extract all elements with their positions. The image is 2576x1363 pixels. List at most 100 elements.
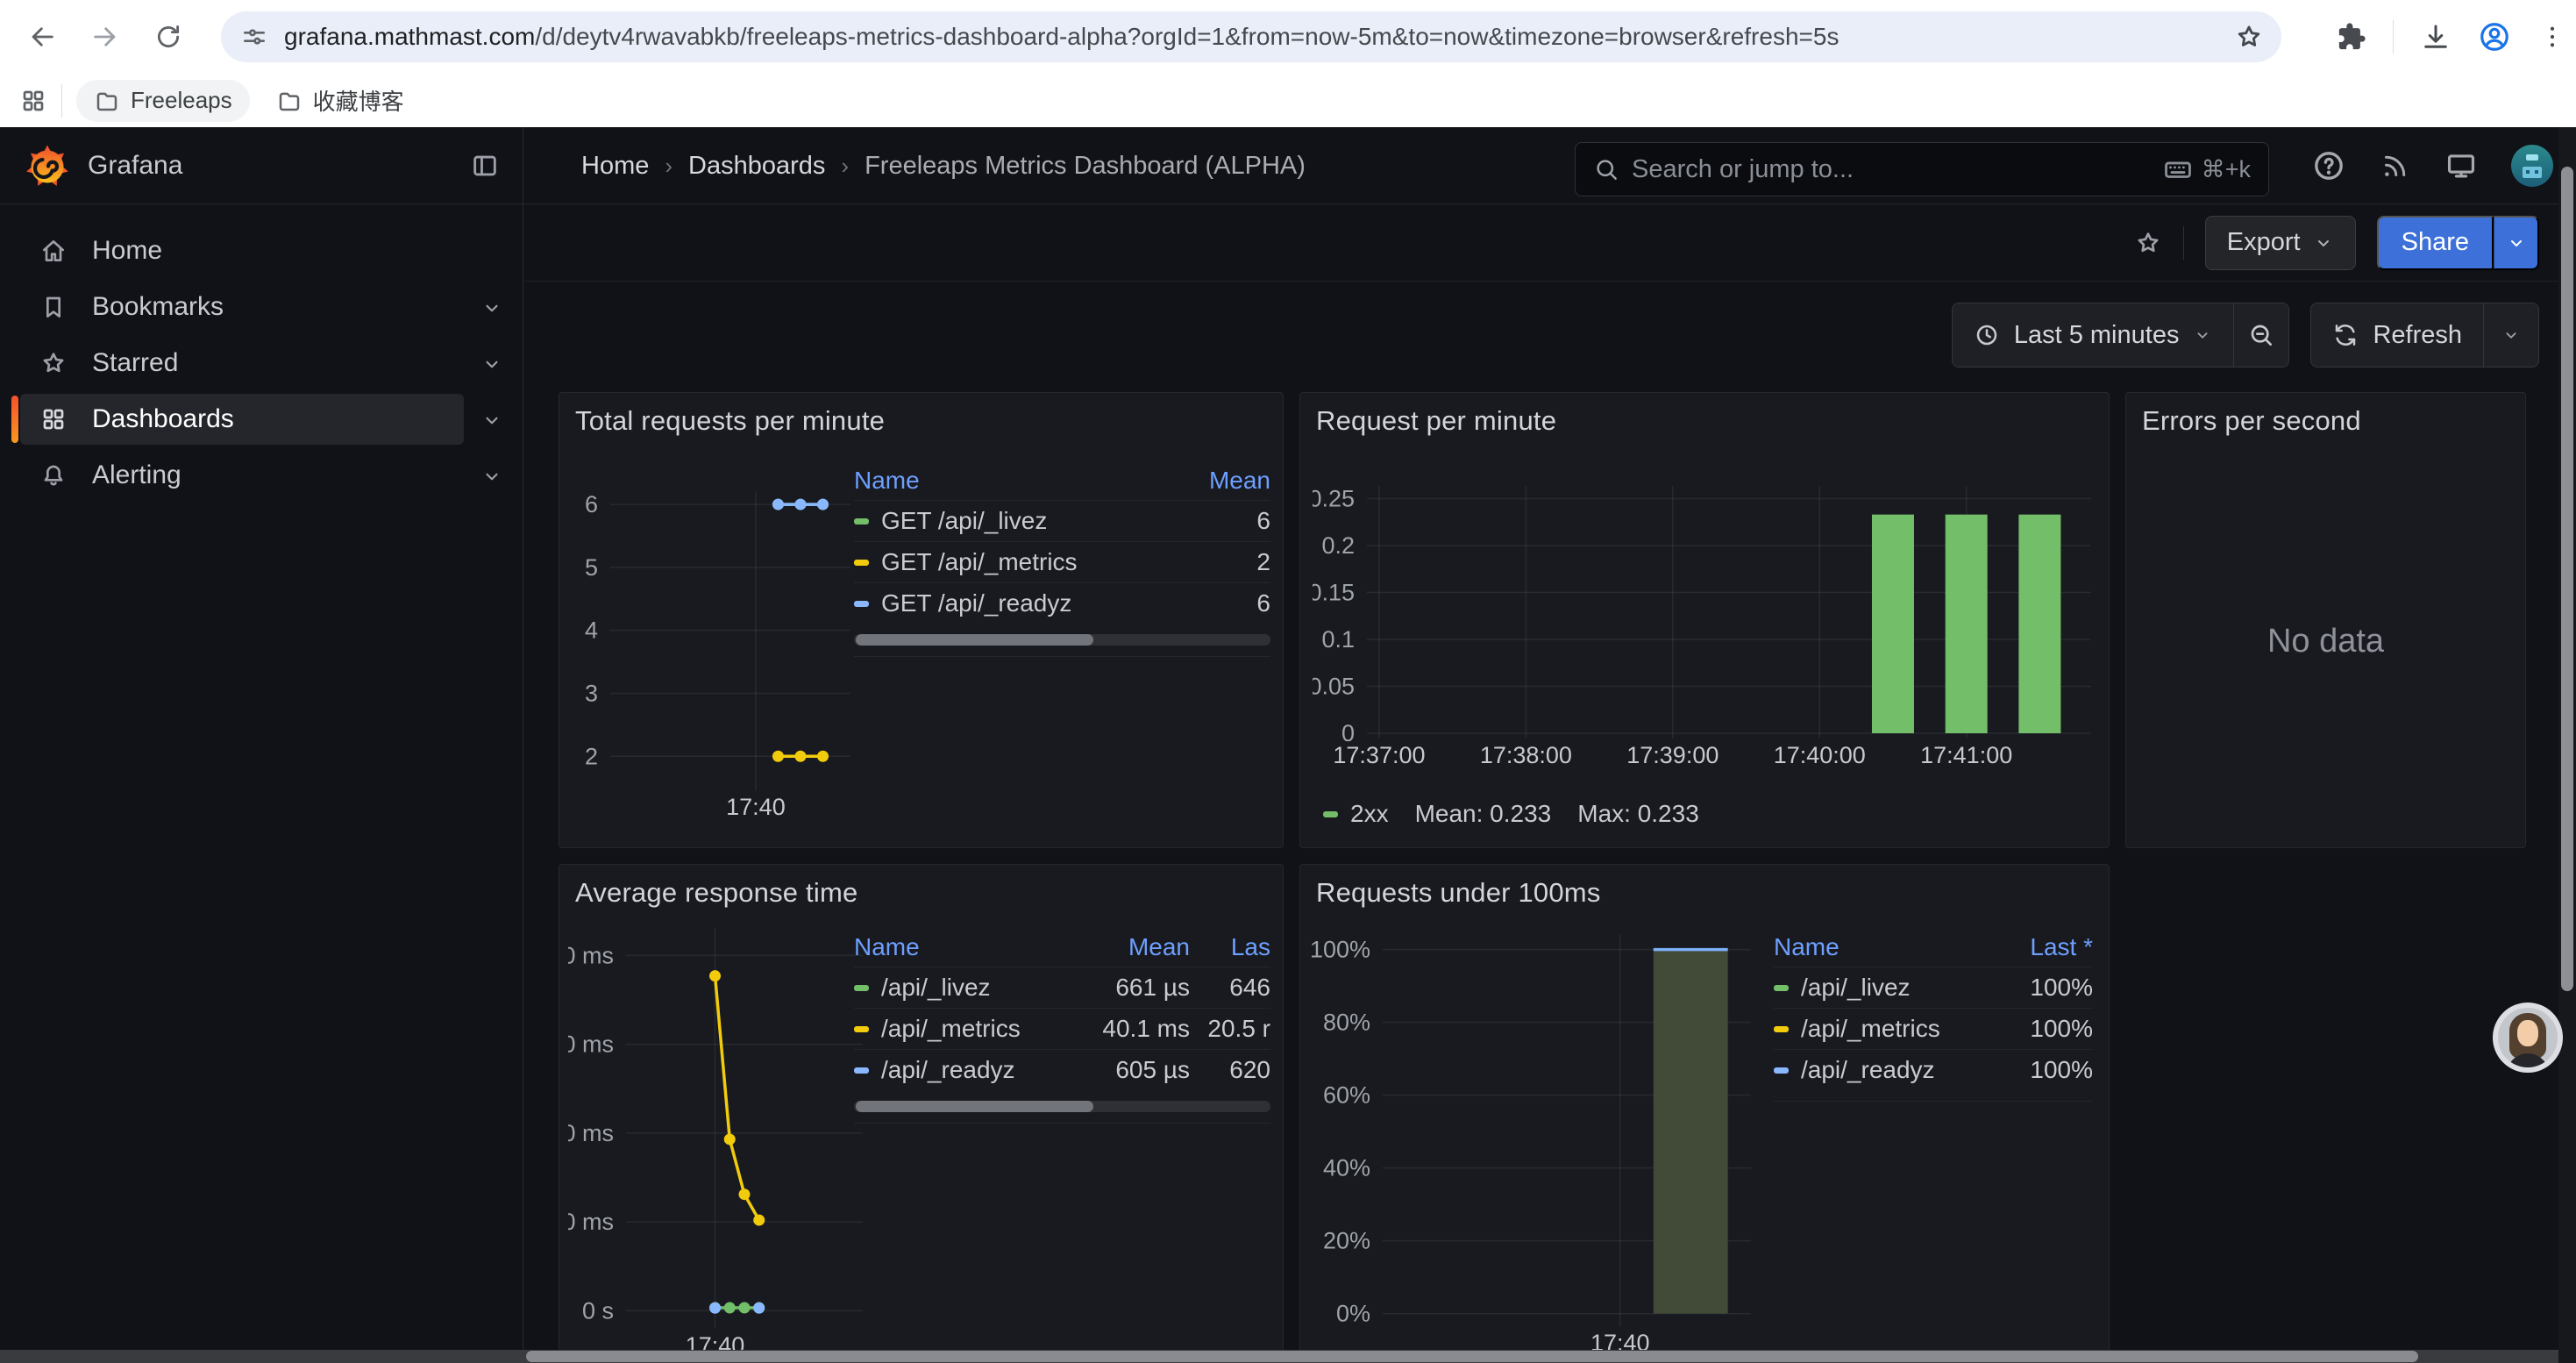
svg-text:40 ms: 40 ms [568,1120,614,1146]
browser-menu-icon[interactable] [2537,22,2567,52]
site-info-icon[interactable] [240,23,268,51]
refresh-interval-button[interactable] [2484,303,2538,367]
help-icon[interactable] [2311,148,2346,183]
legend-scrollbar[interactable] [854,634,1270,646]
panel-average-response-time: Average response time 80 ms 60 ms 40 ms 20 … [549,864,1284,1363]
chevron-down-icon[interactable] [480,465,503,488]
back-icon[interactable] [18,12,67,61]
series-value: 40.1 ms [1102,1015,1190,1042]
horizontal-scrollbar[interactable] [0,1350,2558,1363]
breadcrumb-home[interactable]: Home [581,151,650,180]
sidebar-item-home[interactable]: Home [20,225,464,276]
legend-inline[interactable]: 2xx Mean: 0.233 Max: 0.233 [1323,800,1699,828]
bookmark-item[interactable]: Freeleaps [76,79,250,122]
sidebar-item-alerting[interactable]: Alerting [20,450,464,501]
user-avatar[interactable] [2511,145,2553,187]
panel-total-requests-per-minute: Total requests per minute 6 5 4 3 2 17:40 Nam… [559,392,1284,848]
legend-column-header[interactable]: Last * [2030,933,2093,960]
apps-icon[interactable] [19,87,47,115]
vertical-scrollbar[interactable] [2558,127,2576,1363]
svg-text:17:39:00: 17:39:00 [1626,742,1719,768]
chart-request-per-minute[interactable]: 0.25 0.2 0.15 0.1 0.05 0 17:37:00 17:38:00 17:39… [1308,477,2096,797]
panel-title[interactable]: Request per minute [1316,405,1557,436]
chevron-down-icon [2506,232,2527,253]
panel-title[interactable]: Errors per second [2142,405,2361,436]
series-name[interactable]: /api/_readyz [1801,1056,1935,1083]
series-color-swatch [854,517,869,525]
legend-column-header[interactable]: Name [854,933,920,960]
legend-row[interactable]: /api/_livez 100% [1774,967,2093,1008]
sidebar-item-label: Alerting [92,460,181,489]
chevron-down-icon[interactable] [480,296,503,319]
series-color-swatch [1774,984,1789,991]
reload-icon[interactable] [144,12,193,61]
series-name[interactable]: /api/_livez [881,974,991,1001]
legend-column-header[interactable]: Name [854,467,920,494]
legend-column-header[interactable]: Mean [1128,933,1190,960]
series-name[interactable]: /api/_livez [1801,974,1911,1001]
chevron-down-icon [2313,232,2334,253]
search-icon [1593,156,1619,182]
series-name[interactable]: GET /api/_livez [881,507,1048,534]
sidebar-item-label: Starred [92,348,179,377]
favorite-star-icon[interactable] [2134,229,2162,257]
panel-title[interactable]: Requests under 100ms [1316,877,1601,908]
assistant-avatar[interactable] [2493,1003,2563,1073]
refresh-button[interactable]: Refresh [2311,303,2483,367]
grafana-logo-icon[interactable] [25,143,70,189]
series-name[interactable]: /api/_readyz [881,1056,1015,1083]
share-button[interactable]: Share [2376,215,2494,270]
bookmark-item[interactable]: 收藏博客 [259,80,422,122]
breadcrumb-dashboards[interactable]: Dashboards [688,151,826,180]
legend-row[interactable]: GET /api/_livez 6 [854,500,1270,541]
sidebar-item-bookmarks[interactable]: Bookmarks [20,282,464,332]
legend-column-header[interactable]: Name [1774,933,1839,960]
series-name[interactable]: /api/_metrics [881,1015,1021,1042]
address-bar[interactable]: grafana.mathmast.com/d/deytv4rwavabkb/fr… [221,11,2281,62]
svg-text:17:41:00: 17:41:00 [1920,742,2012,768]
legend-row[interactable]: /api/_livez 661 µs 646 [854,967,1270,1008]
legend-row[interactable]: GET /api/_metrics 2 [854,541,1270,582]
downloads-icon[interactable] [2420,21,2451,53]
chevron-down-icon[interactable] [480,409,503,432]
legend-row[interactable]: /api/_readyz 100% [1774,1049,2093,1090]
sidebar-item-dashboards[interactable]: Dashboards [11,394,464,445]
bookmark-star-icon[interactable] [2234,22,2264,52]
chart-requests-under-100ms[interactable]: 100% 80% 60% 40% 20% 0% 17:40 [1309,921,1765,1363]
panel-title[interactable]: Total requests per minute [575,405,886,436]
legend-row[interactable]: /api/_readyz 605 µs 620 [854,1049,1270,1090]
legend-row[interactable]: /api/_metrics 100% [1774,1008,2093,1049]
series-name[interactable]: GET /api/_metrics [881,548,1078,575]
svg-text:20%: 20% [1323,1228,1370,1254]
legend-column-header[interactable]: Mean [1208,467,1270,494]
series-name[interactable]: /api/_metrics [1801,1015,1940,1042]
sidebar-toggle-icon[interactable] [470,151,500,181]
forward-icon[interactable] [81,12,130,61]
url-text: grafana.mathmast.com/d/deytv4rwavabkb/fr… [284,23,1839,50]
zoom-out-button[interactable] [2234,303,2288,367]
series-value: 100% [2030,974,2093,1001]
legend-row[interactable]: GET /api/_readyz 6 [854,582,1270,624]
news-rss-icon[interactable] [2380,150,2411,182]
chart-total-requests-per-minute[interactable]: 6 5 4 3 2 17:40 [568,477,866,832]
monitor-icon[interactable] [2444,149,2478,182]
panel-title[interactable]: Average response time [575,877,858,908]
time-controls: Last 5 minutes Refresh [523,282,2576,388]
legend-row[interactable]: /api/_metrics 40.1 ms 20.5 r [854,1008,1270,1049]
share-menu-button[interactable] [2494,215,2539,270]
profile-icon[interactable] [2478,20,2511,54]
svg-text:0.05: 0.05 [1313,673,1355,699]
refresh-group: Refresh [2310,303,2539,368]
time-range-button[interactable]: Last 5 minutes [1953,303,2234,367]
series-name[interactable]: 2xx [1350,800,1389,827]
export-button[interactable]: Export [2204,215,2356,270]
chevron-down-icon[interactable] [480,353,503,375]
legend-column-header[interactable]: Las [1230,933,1270,960]
search-input[interactable] [1632,154,2163,184]
extensions-icon[interactable] [2337,22,2366,52]
sidebar-item-starred[interactable]: Starred [20,338,464,389]
search-box[interactable]: ⌘+k [1575,142,2269,196]
legend-scrollbar[interactable] [854,1101,1270,1112]
series-name[interactable]: GET /api/_readyz [881,589,1072,617]
